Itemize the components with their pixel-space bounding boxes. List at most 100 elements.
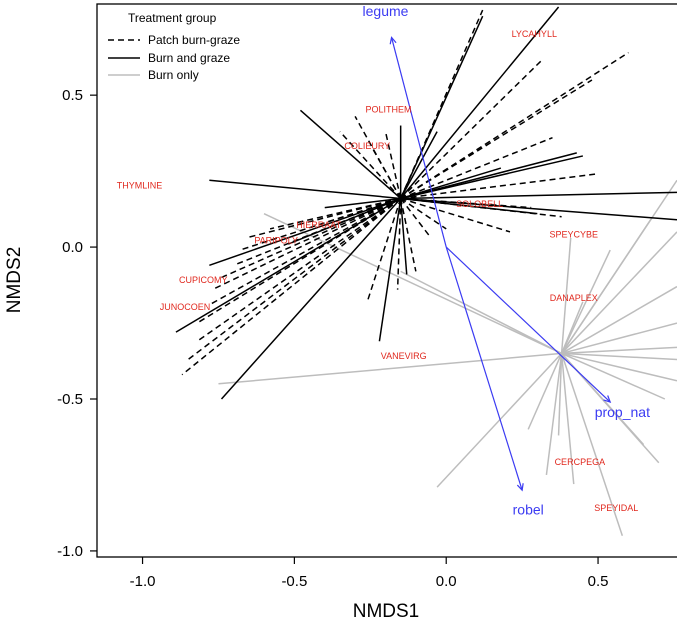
species-label-solobell: SOLOBELL xyxy=(456,199,503,209)
legend: Treatment group Patch burn-graze Burn an… xyxy=(108,11,240,82)
y-tick-label-0: -1.0 xyxy=(57,543,83,560)
y-tick-label-1: -0.5 xyxy=(57,391,83,408)
species-label-vanevirg: VANEVIRG xyxy=(381,351,427,361)
species-label-thymline: THYMLINE xyxy=(117,181,163,191)
x-tick-label-3: 0.5 xyxy=(588,573,609,590)
species-label-hierraat: HIERRAAT xyxy=(296,220,341,230)
spider-line-burn-and-graze-17 xyxy=(400,131,438,199)
spider-line-burn-only-0 xyxy=(218,352,562,385)
x-tick-label-1: -0.5 xyxy=(281,573,307,590)
spider-line-patch-burn-graze-0 xyxy=(181,197,402,376)
species-label-colieury: COLIEURY xyxy=(344,141,390,151)
vector-label-robel: robel xyxy=(513,501,544,517)
spider-line-burn-only-20 xyxy=(560,237,572,354)
env-vectors: legume robel prop_nat xyxy=(363,3,651,517)
species-label-paripoly: PARIPOLY xyxy=(254,235,298,245)
spider-line-burn-only-4 xyxy=(545,353,563,476)
spider-line-burn-and-graze-18 xyxy=(400,6,560,199)
x-axis-title: NMDS1 xyxy=(353,601,420,622)
spider-line-patch-burn-graze-1 xyxy=(187,197,402,361)
spider-group-burn-and-graze xyxy=(175,6,677,400)
spider-line-patch-burn-graze-5 xyxy=(221,197,401,279)
spider-line-burn-only-2 xyxy=(400,270,562,355)
spider-line-patch-burn-graze-22 xyxy=(400,79,593,200)
spider-line-patch-burn-graze-3 xyxy=(196,197,402,324)
vector-arrowhead-prop-nat xyxy=(603,395,612,403)
species-labels: LYCAHYLL POLITHEM COLIEURY THYMLINE SOLOBELL… xyxy=(117,29,639,513)
species-label-speycybe: SPEYCYBE xyxy=(549,229,598,239)
spider-line-patch-burn-graze-29 xyxy=(324,197,401,224)
spider-line-patch-burn-graze-19 xyxy=(400,197,447,230)
spider-line-burn-only-18 xyxy=(560,249,611,354)
spider-line-patch-burn-graze-8 xyxy=(239,197,401,251)
species-label-cupicomy: CUPICOMY xyxy=(179,275,228,285)
spider-line-burn-and-graze-5 xyxy=(324,197,401,209)
spider-line-patch-burn-graze-18 xyxy=(400,198,432,239)
y-tick-label-3: 0.5 xyxy=(62,87,83,104)
spider-line-burn-only-13 xyxy=(561,322,677,355)
vector-label-legume: legume xyxy=(363,3,409,19)
spider-line-burn-only-1 xyxy=(263,212,562,355)
spider-line-patch-burn-graze-20 xyxy=(399,9,484,199)
spider-line-patch-burn-graze-21 xyxy=(400,58,544,199)
axes: -1.0 -0.5 0.0 0.5 -1.0 -0.5 0.0 0.5 xyxy=(57,3,677,590)
spider-line-burn-and-graze-1 xyxy=(220,197,402,400)
species-label-polithem: POLITHEM xyxy=(366,105,412,115)
spider-line-burn-only-6 xyxy=(560,353,624,536)
plot-area: legume robel prop_nat LYCAHYLL POLITHEM COLIE… xyxy=(117,3,677,536)
spider-line-patch-burn-graze-10 xyxy=(269,197,401,230)
spider-line-patch-burn-graze-13 xyxy=(372,149,402,199)
species-label-speyidal: SPEYIDAL xyxy=(594,503,638,513)
spider-line-burn-only-17 xyxy=(560,216,654,354)
spider-line-burn-and-graze-0 xyxy=(209,179,401,200)
spider-line-patch-burn-graze-28 xyxy=(400,197,562,218)
vector-label-prop-nat: prop_nat xyxy=(595,404,650,420)
vector-robel xyxy=(445,246,523,491)
spider-line-burn-only-9 xyxy=(561,352,666,400)
species-label-junocoen: JUNOCOEN xyxy=(160,302,211,312)
legend-item-patch-burn-graze: Patch burn-graze xyxy=(148,33,240,47)
spider-group-burn-only xyxy=(218,179,677,536)
spider-line-patch-burn-graze-16 xyxy=(399,198,417,272)
y-axis-title: NMDS2 xyxy=(4,247,25,314)
species-label-cercpega: CERCPEGA xyxy=(555,457,606,467)
spider-line-patch-burn-graze-27 xyxy=(400,197,511,233)
spider-line-patch-burn-graze-25 xyxy=(400,136,553,200)
spider-line-patch-burn-graze-14 xyxy=(384,131,402,199)
spider-line-burn-and-graze-3 xyxy=(209,197,401,267)
spider-line-patch-burn-graze-17 xyxy=(396,198,402,290)
plot-frame xyxy=(96,3,677,558)
spider-line-burn-and-graze-13 xyxy=(400,152,577,200)
spider-line-burn-only-10 xyxy=(561,352,677,382)
spider-line-patch-burn-graze-4 xyxy=(212,197,401,291)
spider-line-burn-only-11 xyxy=(561,352,677,361)
x-tick-label-0: -1.0 xyxy=(130,573,156,590)
spider-line-burn-only-21 xyxy=(527,353,563,430)
spider-line-burn-only-14 xyxy=(561,285,677,355)
spider-line-burn-only-19 xyxy=(560,301,584,354)
y-tick-label-2: 0.0 xyxy=(62,239,83,256)
species-label-lycahyll: LYCAHYLL xyxy=(512,29,557,39)
spider-line-patch-burn-graze-2 xyxy=(196,197,402,342)
spider-group-patch-burn-graze xyxy=(181,9,629,376)
vector-arrowhead-legume xyxy=(389,36,397,45)
spider-line-burn-only-5 xyxy=(560,353,575,485)
spider-line-burn-and-graze-15 xyxy=(400,197,677,221)
spider-line-patch-burn-graze-7 xyxy=(245,197,401,239)
spider-line-burn-and-graze-14 xyxy=(400,191,677,200)
x-tick-label-2: 0.0 xyxy=(436,573,457,590)
spider-line-burn-and-graze-6 xyxy=(378,198,402,342)
spider-line-patch-burn-graze-23 xyxy=(400,51,629,200)
vector-arrowhead-robel xyxy=(516,483,524,492)
legend-item-burn-only: Burn only xyxy=(148,68,199,82)
spider-line-burn-only-22 xyxy=(557,353,563,436)
spider-line-patch-burn-graze-15 xyxy=(366,198,402,302)
species-label-danaplex: DANAPLEX xyxy=(550,293,598,303)
spider-line-burn-only-3 xyxy=(436,352,563,488)
spider-line-burn-only-12 xyxy=(561,346,677,355)
spider-line-patch-burn-graze-9 xyxy=(208,197,402,306)
spider-line-patch-burn-graze-26 xyxy=(400,197,532,209)
spider-line-burn-and-graze-7 xyxy=(399,198,408,275)
vector-prop-nat xyxy=(445,246,611,403)
